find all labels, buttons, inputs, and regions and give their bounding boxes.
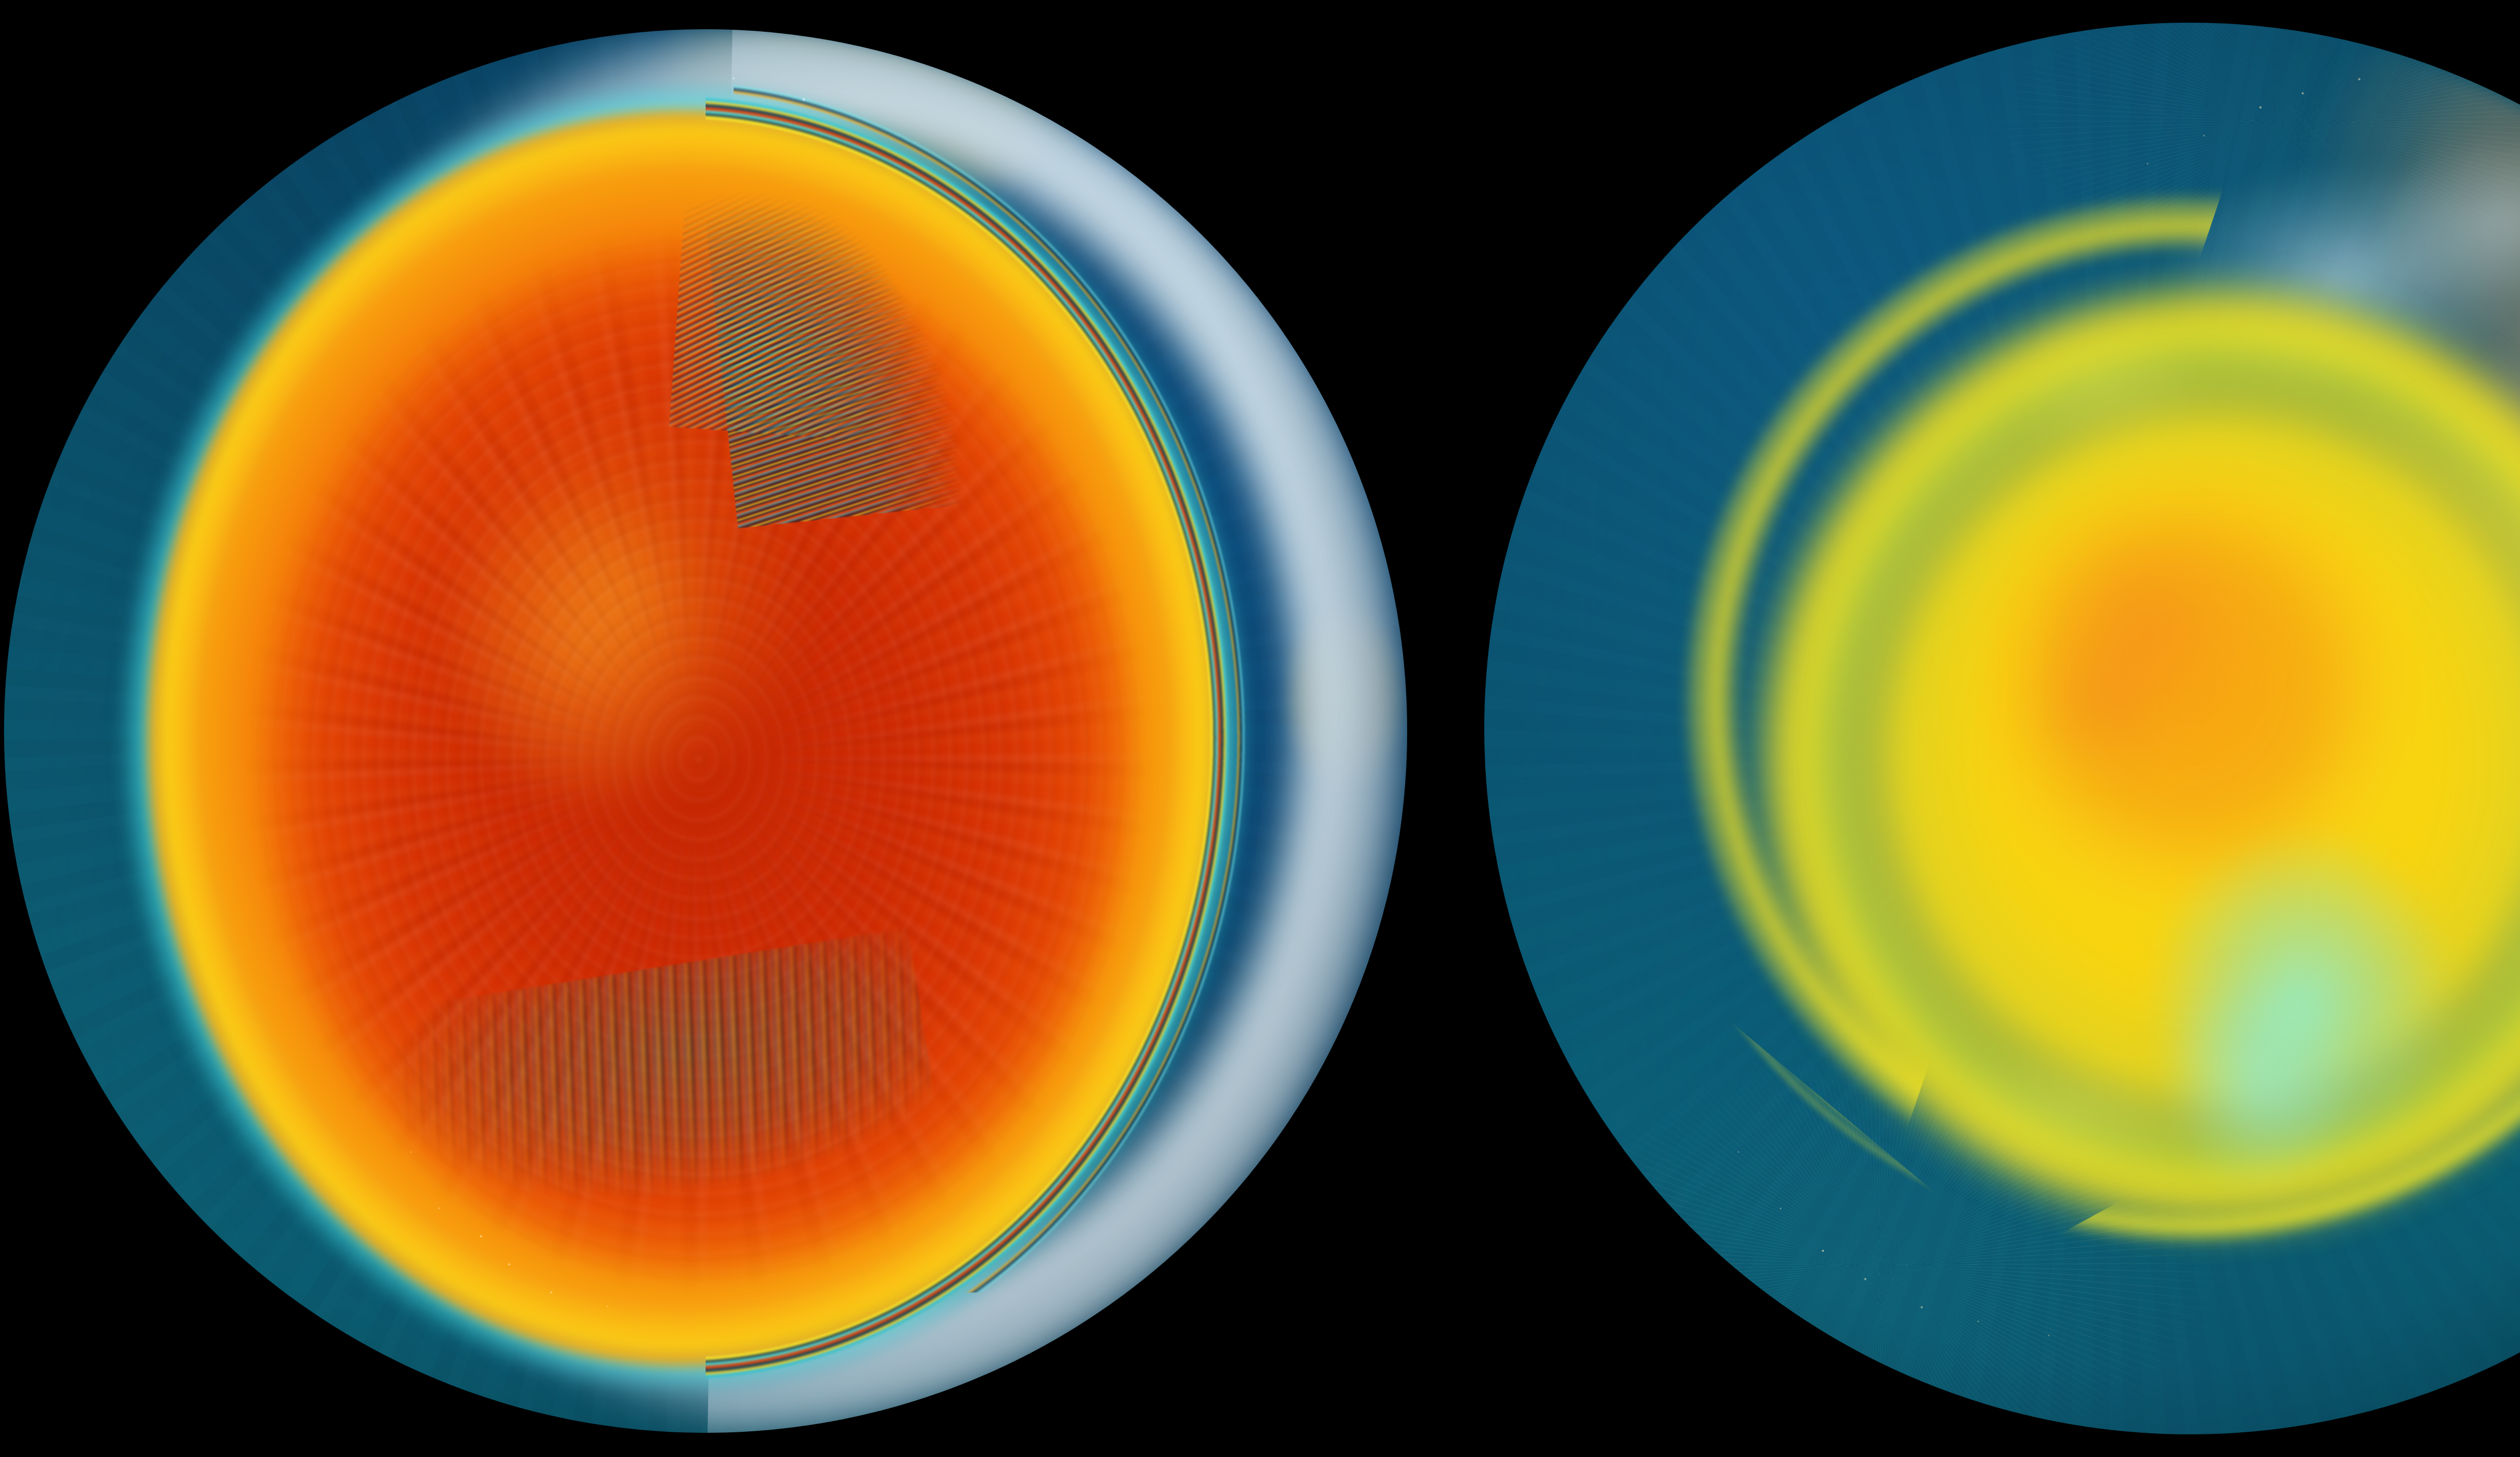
right-globe[interactable] (1484, 23, 2520, 1434)
right-globe-limb-shading (1484, 23, 2520, 1434)
left-globe[interactable] (4, 29, 1407, 1433)
left-globe-limb-shading (4, 29, 1407, 1433)
visualization-canvas (0, 0, 2520, 1457)
